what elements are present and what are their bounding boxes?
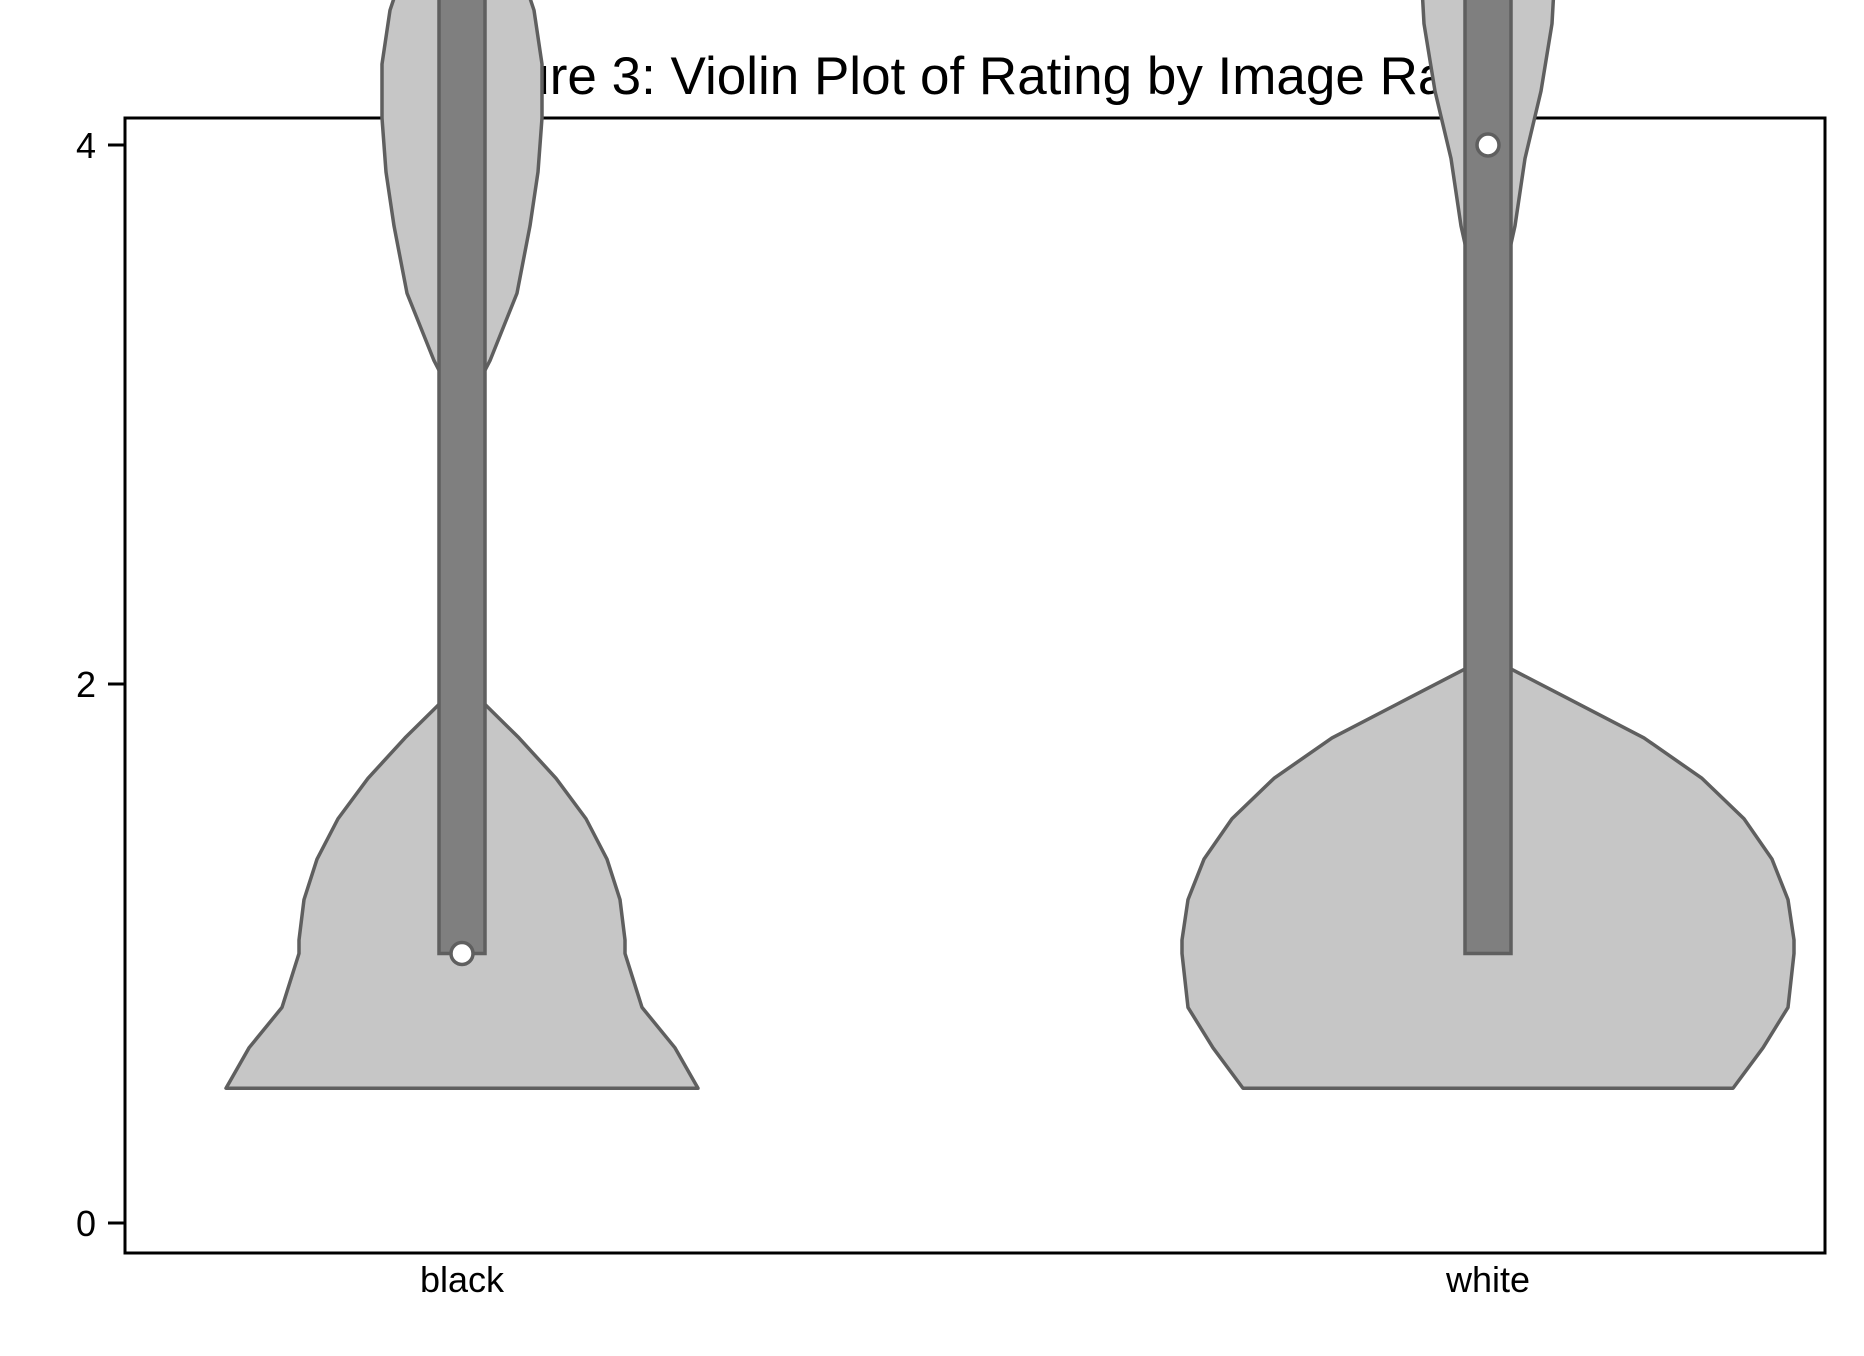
y-tick-label: 0 <box>76 1203 96 1244</box>
median-marker-white <box>1475 132 1501 158</box>
y-tick-label: 4 <box>76 125 96 166</box>
median-marker-black <box>449 940 475 967</box>
iqr-box-white <box>1463 0 1513 956</box>
x-tick-label-white: white <box>1445 1259 1530 1300</box>
y-tick-label: 2 <box>76 664 96 705</box>
x-axis: black white <box>420 1259 1530 1300</box>
chart-title: Figure 3: Violin Plot of Rating by Image… <box>446 47 1504 106</box>
x-tick-label-black: black <box>420 1259 505 1300</box>
iqr-box-black <box>437 0 487 956</box>
violins <box>224 0 1796 1090</box>
y-axis: 02468 <box>76 125 125 1244</box>
